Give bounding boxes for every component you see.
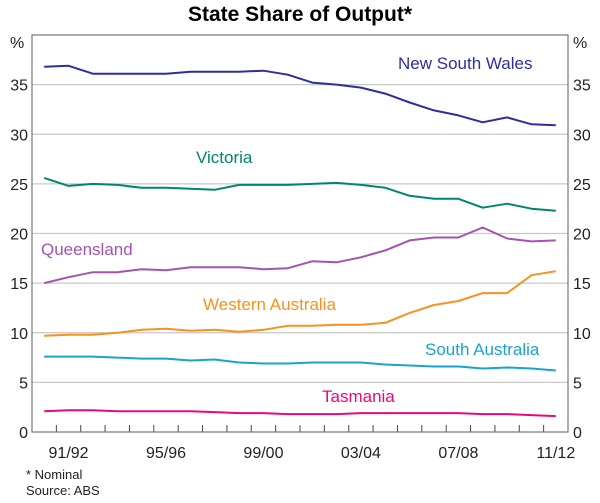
y-tick-label-right: 20 — [573, 227, 591, 244]
series-line-south-australia — [44, 355, 556, 372]
y-tick-label-left: 15 — [10, 276, 28, 293]
y-tick-label-right: 10 — [573, 326, 591, 343]
series-line-new-south-wales — [44, 64, 556, 127]
series-line-victoria — [43, 176, 556, 212]
x-tick-label: 03/04 — [341, 445, 381, 462]
series-label-wa: Western Australia — [203, 295, 336, 314]
y-tick-label-right: 5 — [573, 375, 582, 392]
footnote-source: Source: ABS — [26, 483, 100, 498]
series-label-sa: South Australia — [425, 340, 540, 359]
y-tick-label-right: 35 — [573, 78, 591, 95]
y-tick-label-left: 30 — [10, 127, 28, 144]
y-tick-label-right: 30 — [573, 127, 591, 144]
y-tick-label-left: 20 — [10, 227, 28, 244]
x-tick-label: 91/92 — [49, 445, 89, 462]
x-tick-label: 95/96 — [146, 445, 186, 462]
y-axis-unit-left: % — [10, 35, 24, 52]
series-label-qld: Queensland — [41, 240, 133, 259]
y-tick-label-left: 5 — [19, 375, 28, 392]
y-tick-label-left: 35 — [10, 78, 28, 95]
series-line-tasmania — [44, 409, 556, 418]
x-tick-label: 07/08 — [438, 445, 478, 462]
series-line-western-australia — [44, 270, 556, 337]
series-label-vic: Victoria — [196, 148, 253, 167]
x-tick-label: 99/00 — [243, 445, 283, 462]
y-tick-label-right: 0 — [573, 425, 582, 442]
y-tick-label-left: 0 — [19, 425, 28, 442]
series-label-tas: Tasmania — [322, 387, 395, 406]
plot-frame — [31, 34, 569, 433]
series-line-queensland — [43, 226, 556, 285]
y-tick-label-right: 25 — [573, 177, 591, 194]
y-tick-label-left: 25 — [10, 177, 28, 194]
footnote-nominal: * Nominal — [26, 467, 82, 482]
chart-title: State Share of Output* — [188, 3, 413, 26]
x-tick-label: 11/12 — [536, 445, 575, 462]
y-tick-label-right: 15 — [573, 276, 591, 293]
series-label-nsw: New South Wales — [398, 54, 532, 73]
y-axis-unit-right: % — [573, 35, 587, 52]
y-tick-label-left: 10 — [10, 326, 28, 343]
